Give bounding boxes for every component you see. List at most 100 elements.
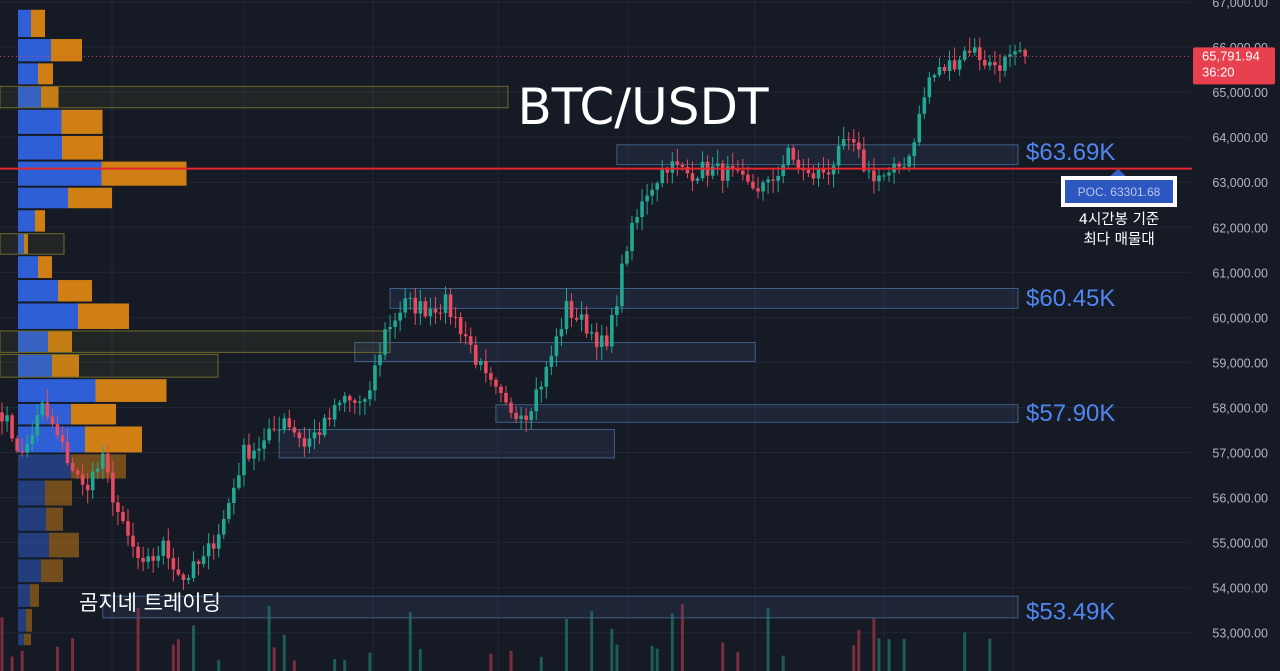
price-tick-label: 59,000.00 bbox=[1212, 356, 1268, 370]
candle-body bbox=[499, 386, 503, 393]
candle-body bbox=[685, 166, 690, 174]
volume-bar bbox=[902, 638, 906, 671]
candle-body bbox=[5, 415, 9, 422]
supply-demand-zones bbox=[102, 144, 1019, 619]
candle-body bbox=[801, 169, 806, 171]
volume-bar bbox=[368, 652, 372, 671]
candle-body bbox=[700, 161, 705, 179]
current-price-tag bbox=[1193, 47, 1275, 85]
candle-body bbox=[574, 317, 579, 320]
zone-box bbox=[102, 595, 1019, 619]
zone-box bbox=[495, 404, 1019, 423]
key-level-label: $60.45K bbox=[1026, 285, 1115, 312]
candle-body bbox=[50, 416, 55, 425]
candle-body bbox=[55, 424, 60, 436]
profile-buy-bar bbox=[18, 403, 71, 425]
profile-sell-bar bbox=[38, 256, 52, 279]
volume-bar bbox=[292, 660, 296, 671]
candle-body bbox=[403, 298, 407, 313]
candle-body bbox=[186, 578, 191, 580]
candle-body bbox=[423, 301, 428, 317]
volume-bar bbox=[610, 628, 614, 671]
candle-body bbox=[972, 47, 977, 53]
candle-body bbox=[15, 438, 19, 452]
profile-buy-bar bbox=[18, 480, 45, 506]
volume-bar bbox=[408, 612, 412, 671]
candle-body bbox=[473, 344, 478, 365]
candle-body bbox=[1013, 51, 1017, 55]
price-tick-label: 57,000.00 bbox=[1212, 447, 1268, 461]
candle-body bbox=[897, 163, 901, 167]
candle-body bbox=[862, 149, 866, 171]
candle-body bbox=[519, 415, 523, 419]
profile-buy-bar bbox=[18, 63, 38, 85]
candle-body bbox=[584, 314, 589, 334]
candle-body bbox=[287, 418, 292, 428]
volume-bar bbox=[539, 656, 543, 671]
profile-buy-bar bbox=[18, 39, 51, 62]
candle-body bbox=[111, 472, 115, 503]
candle-body bbox=[232, 487, 236, 504]
profile-buy-bar bbox=[18, 426, 85, 453]
candle-body bbox=[297, 432, 302, 439]
volume-bar bbox=[10, 656, 14, 671]
candle-body bbox=[453, 317, 458, 319]
volume-bar bbox=[418, 649, 422, 671]
price-tick-label: 58,000.00 bbox=[1212, 401, 1268, 415]
candle-body bbox=[564, 301, 569, 330]
candle-body bbox=[932, 75, 937, 78]
profile-buy-bar bbox=[18, 354, 52, 378]
candle-body bbox=[544, 366, 549, 387]
candle-body bbox=[912, 142, 917, 157]
candle-body bbox=[746, 174, 750, 182]
candle-body bbox=[645, 195, 649, 202]
profile-buy-bar bbox=[18, 608, 26, 632]
profile-sell-bar bbox=[46, 507, 63, 531]
candle-body bbox=[95, 468, 100, 472]
candle-body bbox=[599, 335, 604, 348]
candle-body bbox=[337, 402, 342, 406]
key-level-label: $57.90K bbox=[1026, 400, 1115, 427]
candle-body bbox=[524, 415, 528, 420]
candle-body bbox=[443, 294, 448, 313]
volume-bar bbox=[217, 660, 221, 671]
volume-bar bbox=[655, 648, 659, 671]
candle-body bbox=[317, 432, 322, 436]
profile-sell-bar bbox=[41, 559, 63, 583]
candle-body bbox=[998, 65, 1002, 71]
candle-body bbox=[60, 435, 65, 443]
volume-bar bbox=[670, 613, 674, 671]
profile-sell-bar bbox=[45, 480, 72, 506]
candle-body bbox=[504, 392, 508, 403]
candle-body bbox=[534, 389, 539, 412]
candle-body bbox=[347, 395, 352, 401]
candle-body bbox=[227, 503, 231, 519]
candle-body bbox=[887, 172, 891, 176]
candle-body bbox=[151, 556, 155, 561]
profile-sell-bar bbox=[95, 379, 167, 402]
volume-bar bbox=[872, 617, 876, 671]
candle-body bbox=[640, 201, 644, 218]
candle-body bbox=[353, 400, 357, 403]
candle-body bbox=[509, 402, 513, 413]
volume-bar bbox=[509, 650, 513, 671]
candle-body bbox=[373, 365, 377, 391]
candle-body bbox=[554, 336, 559, 356]
candle-body bbox=[277, 429, 281, 431]
volume-bar bbox=[650, 645, 654, 671]
candle-body bbox=[962, 50, 967, 60]
candle-body bbox=[428, 308, 433, 317]
volume-bar bbox=[564, 618, 568, 671]
candle-body bbox=[101, 453, 105, 469]
candle-body bbox=[957, 59, 962, 70]
volume-bar bbox=[71, 638, 75, 671]
profile-sell-bar bbox=[68, 187, 112, 209]
candle-body bbox=[514, 412, 518, 419]
candle-body bbox=[70, 463, 75, 471]
profile-sell-bar bbox=[24, 633, 31, 646]
profile-buy-bar bbox=[18, 135, 62, 160]
candle-body bbox=[756, 188, 760, 192]
candle-body bbox=[766, 179, 770, 183]
candle-body bbox=[947, 60, 952, 72]
